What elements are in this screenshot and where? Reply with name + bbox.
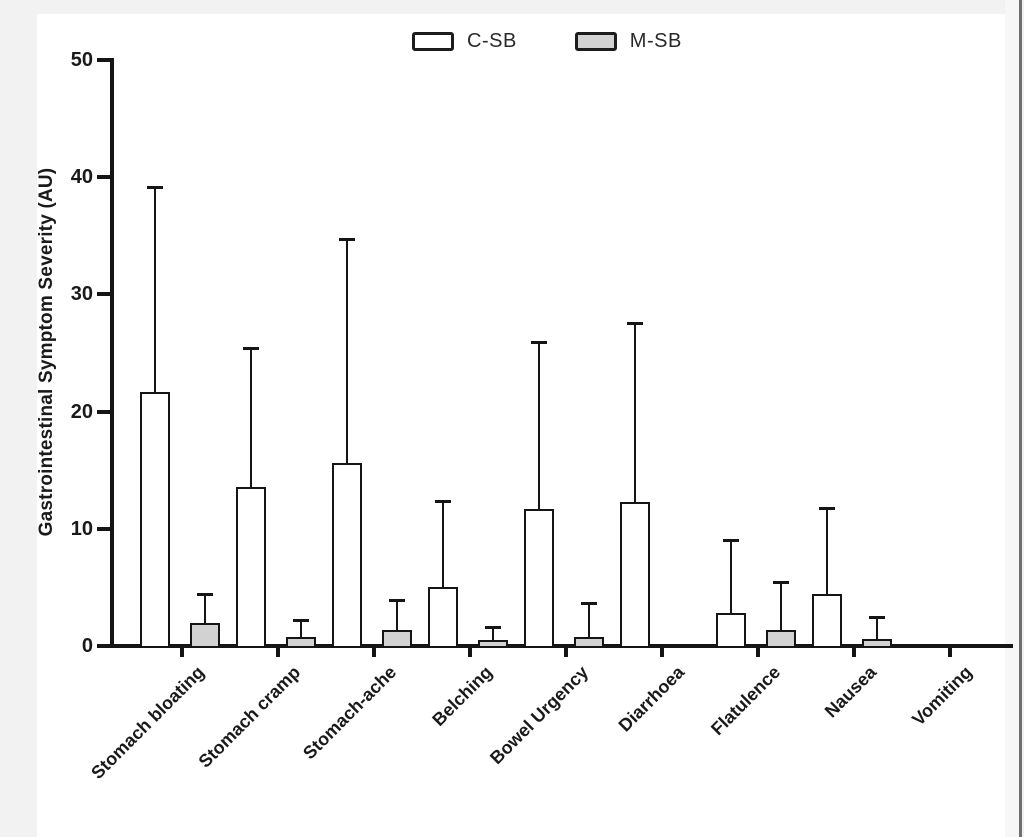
y-tick-mark [97,175,111,180]
y-tick-label: 0 [81,635,93,657]
x-tick-mark [660,646,664,657]
error-bar-cap [485,625,501,629]
error-bar-cap [819,507,835,511]
legend-label-msb: M-SB [629,30,682,52]
y-axis-spine [110,58,114,648]
y-tick-mark [97,526,111,531]
bar-m-sb-7 [862,638,892,648]
error-bar-cap [531,340,547,344]
bar-c-sb-0 [140,391,170,648]
bar-c-sb-6 [716,613,746,648]
legend-swatch-msb [574,32,617,51]
y-tick-mark [97,644,111,648]
error-bar-cap [197,592,213,596]
y-tick-label: 10 [70,517,93,540]
bar-m-sb-3 [478,640,508,648]
error-bar-line [779,582,783,630]
x-tick-mark [756,646,760,657]
error-bar-cap [723,539,739,543]
error-bar-line [345,239,349,464]
y-tick-mark [97,58,111,62]
error-bar-line [249,348,253,487]
x-tick-mark [276,646,280,657]
bar-m-sb-4 [574,636,604,648]
error-bar-cap [773,581,789,585]
legend: C-SB M-SB [412,30,682,53]
y-tick-label: 20 [70,400,93,423]
y-tick-mark [97,409,111,414]
error-bar-line [153,187,157,392]
error-bar-cap [869,616,885,620]
y-tick-mark [97,292,111,297]
error-bar-cap [147,186,163,190]
x-tick-mark [564,646,568,657]
y-tick-label: 30 [70,283,93,306]
bar-m-sb-0 [190,622,220,648]
bar-m-sb-1 [286,636,316,648]
error-bar-cap [293,618,309,622]
error-bar-line [441,501,445,588]
legend-item-msb: M-SB [574,30,682,53]
x-tick-mark [180,646,184,657]
bar-c-sb-2 [332,463,362,648]
error-bar-line [537,342,541,509]
y-axis-title: Gastrointestinal Symptom Severity (AU) [36,167,57,537]
error-bar-line [875,617,879,639]
bar-c-sb-4 [524,508,554,648]
error-bar-line [395,600,399,630]
bar-c-sb-7 [812,594,842,648]
y-tick-label: 50 [70,49,93,71]
error-bar-line [203,594,207,623]
bar-c-sb-1 [236,486,266,648]
error-bar-line [825,508,829,595]
error-bar-cap [243,346,259,350]
bar-c-sb-5 [620,501,650,648]
error-bar-cap [627,322,643,326]
page-right-strip [1005,0,1020,837]
x-tick-mark [372,646,376,657]
error-bar-line [633,323,637,502]
error-bar-line [729,540,733,614]
error-bar-cap [581,602,597,606]
x-axis-baseline [98,644,1013,648]
y-tick-label: 40 [70,166,93,189]
figure-panel [37,14,1005,837]
x-tick-mark [948,646,952,657]
x-tick-mark [468,646,472,657]
error-bar-line [491,627,495,641]
bar-m-sb-2 [382,629,412,648]
error-bar-cap [389,598,405,602]
legend-item-csb: C-SB [412,30,517,53]
legend-swatch-csb [412,32,454,51]
error-bar-line [587,603,591,637]
bar-c-sb-3 [428,587,458,648]
legend-label-csb: C-SB [467,30,517,52]
x-tick-mark [852,646,856,657]
bar-m-sb-6 [766,629,796,648]
window-right-edge-line [1019,0,1022,837]
error-bar-cap [339,237,355,241]
error-bar-cap [435,500,451,504]
error-bar-line [299,620,303,637]
